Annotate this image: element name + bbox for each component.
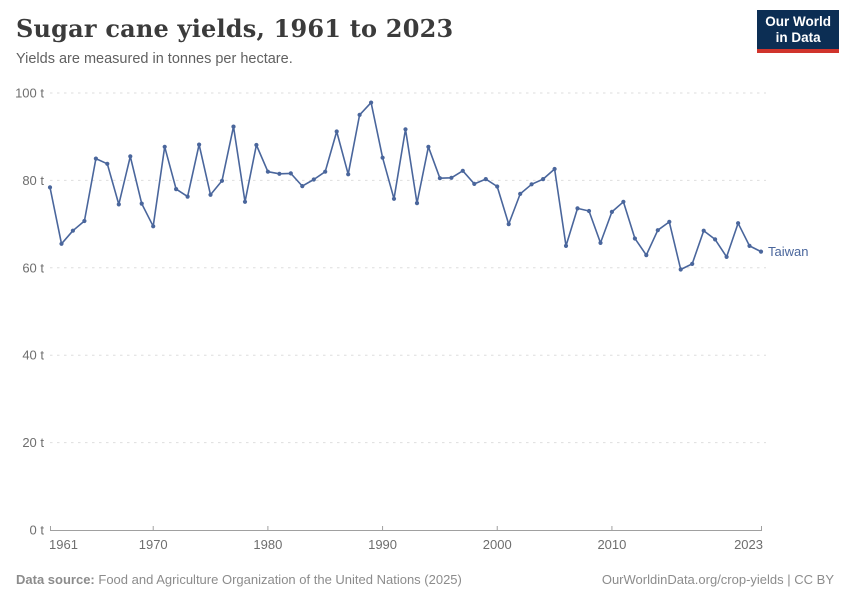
data-point-1976[interactable] — [219, 178, 225, 183]
data-point-1986[interactable] — [334, 129, 339, 134]
data-point-1997[interactable] — [460, 168, 465, 173]
data-point-1983[interactable] — [300, 184, 305, 189]
data-point-1981[interactable] — [277, 171, 282, 176]
data-point-2020[interactable] — [724, 254, 729, 259]
data-point-2013[interactable] — [644, 253, 649, 258]
y-tick-label-0: 0 t — [30, 523, 45, 538]
x-tick-label-2023: 2023 — [734, 537, 763, 552]
owid-logo[interactable]: Our World in Data — [757, 10, 839, 53]
data-point-1987[interactable] — [346, 172, 351, 177]
data-point-1999[interactable] — [483, 177, 488, 182]
data-point-2012[interactable] — [632, 236, 638, 241]
data-point-1988[interactable] — [357, 112, 362, 117]
data-point-1963[interactable] — [70, 228, 75, 233]
data-point-2016[interactable] — [678, 267, 683, 272]
x-tick-label-2010: 2010 — [597, 537, 626, 552]
data-point-1964[interactable] — [82, 218, 87, 224]
data-source-text: Food and Agriculture Organization of the… — [98, 572, 462, 587]
data-point-2022[interactable] — [747, 243, 752, 248]
data-point-2023[interactable] — [758, 249, 764, 254]
data-point-1973[interactable] — [185, 194, 190, 199]
data-point-2021[interactable] — [736, 221, 741, 226]
x-tick-label-1990: 1990 — [368, 537, 397, 552]
data-point-2017[interactable] — [690, 261, 695, 266]
data-point-2004[interactable] — [541, 177, 546, 182]
credit-link[interactable]: OurWorldinData.org/crop-yields | CC BY — [601, 572, 834, 587]
data-point-1962[interactable] — [59, 241, 64, 246]
data-point-1966[interactable] — [105, 161, 110, 166]
data-point-2011[interactable] — [621, 199, 626, 204]
data-point-1968[interactable] — [128, 154, 133, 159]
data-point-1991[interactable] — [391, 196, 397, 201]
data-point-1961[interactable] — [47, 185, 53, 190]
y-tick-label-80: 80 t — [22, 173, 44, 188]
data-point-2019[interactable] — [713, 237, 718, 242]
data-point-2001[interactable] — [506, 222, 511, 227]
data-point-2015[interactable] — [667, 219, 672, 224]
y-tick-label-40: 40 t — [22, 348, 44, 363]
data-point-1992[interactable] — [403, 127, 408, 132]
y-tick-label-100: 100 t — [15, 86, 44, 101]
data-point-2018[interactable] — [701, 228, 706, 233]
chart-subtitle: Yields are measured in tonnes per hectar… — [16, 51, 293, 67]
data-point-1979[interactable] — [254, 142, 259, 148]
data-point-1970[interactable] — [151, 224, 156, 229]
data-point-1972[interactable] — [174, 187, 179, 192]
data-point-2002[interactable] — [518, 191, 523, 196]
data-point-1995[interactable] — [437, 176, 442, 181]
data-point-2010[interactable] — [609, 209, 615, 214]
series-label-taiwan: Taiwan — [768, 244, 808, 259]
data-point-1965[interactable] — [93, 156, 98, 161]
data-point-2008[interactable] — [586, 208, 592, 214]
owid-logo-line1: Our World — [765, 14, 831, 29]
data-point-2005[interactable] — [552, 166, 557, 172]
data-point-2003[interactable] — [529, 182, 534, 187]
data-point-1989[interactable] — [369, 100, 374, 105]
x-tick-label-1961: 1961 — [49, 537, 78, 552]
data-point-1998[interactable] — [472, 181, 477, 186]
y-tick-label-60: 60 t — [22, 260, 44, 275]
data-point-1974[interactable] — [197, 142, 202, 147]
data-point-1980[interactable] — [265, 169, 270, 174]
page-title: Sugar cane yields, 1961 to 2023 — [16, 14, 454, 43]
y-tick-label-20: 20 t — [22, 435, 44, 450]
data-point-1978[interactable] — [242, 199, 248, 204]
data-point-1994[interactable] — [426, 144, 431, 149]
data-point-1977[interactable] — [231, 124, 236, 129]
data-point-1969[interactable] — [139, 201, 144, 206]
data-point-2007[interactable] — [575, 206, 580, 211]
data-point-2006[interactable] — [563, 243, 569, 248]
x-tick-label-1970: 1970 — [139, 537, 168, 552]
x-tick-label-1980: 1980 — [253, 537, 282, 552]
data-point-1984[interactable] — [311, 177, 316, 182]
data-point-1990[interactable] — [380, 155, 385, 160]
data-source: Data source: Food and Agriculture Organi… — [16, 572, 462, 587]
data-point-1993[interactable] — [414, 201, 420, 206]
data-point-1971[interactable] — [162, 144, 167, 149]
owid-logo-line2: in Data — [775, 30, 821, 45]
data-point-1996[interactable] — [449, 175, 454, 180]
data-point-2009[interactable] — [598, 240, 603, 245]
data-point-2000[interactable] — [495, 184, 500, 189]
data-point-2014[interactable] — [655, 228, 660, 233]
data-point-1967[interactable] — [116, 202, 121, 207]
data-source-label: Data source: — [16, 572, 95, 587]
data-point-1985[interactable] — [323, 169, 328, 174]
data-point-1975[interactable] — [208, 192, 213, 197]
data-point-1982[interactable] — [288, 171, 293, 176]
x-tick-label-2000: 2000 — [483, 537, 512, 552]
